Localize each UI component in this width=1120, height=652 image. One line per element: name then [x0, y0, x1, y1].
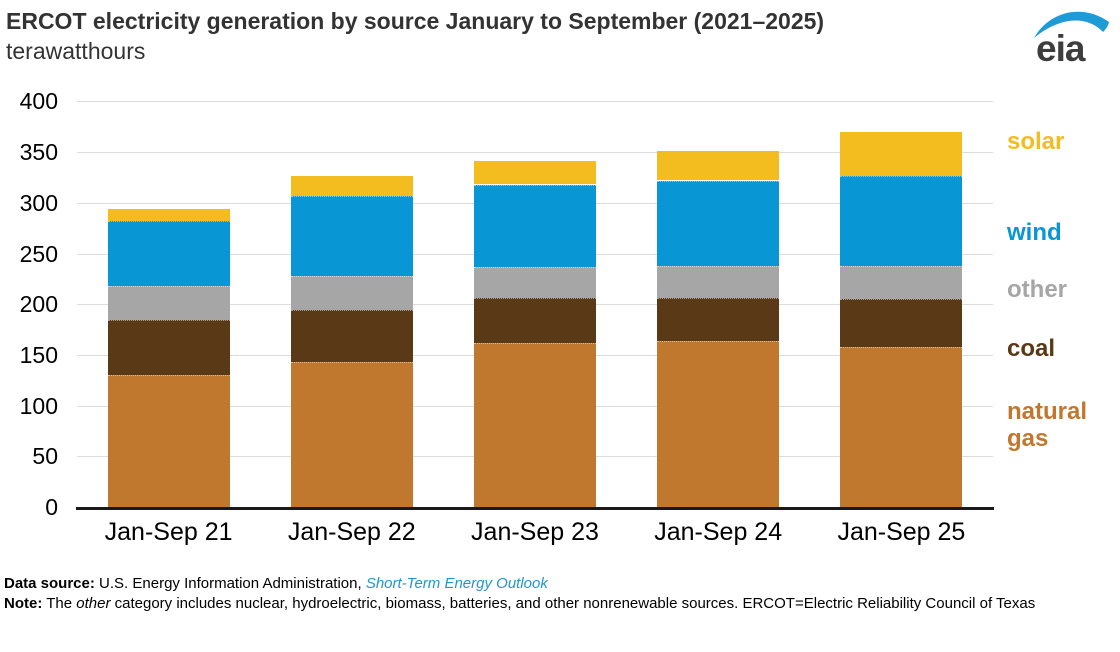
- x-axis-label: Jan-Sep 23: [471, 518, 599, 546]
- bar-segment-solar-5: [840, 131, 963, 177]
- gridline: [77, 101, 993, 103]
- bar-segment-other-4: [657, 265, 780, 299]
- data-source-line: Data source: U.S. Energy Information Adm…: [4, 574, 1116, 594]
- y-axis-tick-label: 350: [19, 139, 58, 166]
- note-text-italic: other: [76, 595, 111, 612]
- legend-label-solar: solar: [1007, 128, 1065, 155]
- y-axis-tick-label: 250: [19, 240, 58, 267]
- bar-segment-natural-gas-1: [107, 375, 230, 507]
- bar-segment-wind-5: [840, 176, 963, 266]
- bar-segment-natural-gas-2: [290, 362, 413, 507]
- eia-logo-swoosh-icon: [1034, 11, 1109, 38]
- y-axis-tick-label: 50: [32, 443, 58, 470]
- bar-segment-natural-gas-4: [657, 340, 780, 507]
- bar-segment-solar-4: [657, 151, 780, 181]
- bar-segment-other-5: [840, 265, 963, 300]
- legend-label-other: other: [1007, 276, 1067, 303]
- bar-segment-natural-gas-5: [840, 346, 963, 507]
- data-source-link[interactable]: Short-Term Energy Outlook: [365, 575, 548, 592]
- legend-label-natural-gas: natural gas: [1007, 398, 1088, 452]
- legend-label-coal: coal: [1007, 335, 1056, 362]
- x-axis-line: [76, 507, 994, 510]
- bar-segment-coal-1: [107, 320, 230, 376]
- bar-segment-wind-4: [657, 180, 780, 266]
- x-axis-label: Jan-Sep 24: [654, 518, 783, 546]
- data-source-label: Data source:: [4, 575, 95, 592]
- x-axis-label: Jan-Sep 22: [287, 518, 416, 546]
- chart-footer: Data source: U.S. Energy Information Adm…: [4, 574, 1116, 614]
- bar-segment-wind-1: [107, 221, 230, 286]
- y-axis-tick-label: 400: [19, 88, 58, 115]
- eia-logo: eia: [1032, 6, 1112, 72]
- bar-segment-coal-4: [657, 298, 780, 341]
- bar-segment-solar-1: [107, 208, 230, 222]
- bar-segment-other-2: [290, 275, 413, 311]
- chart-title: ERCOT electricity generation by source J…: [6, 8, 825, 34]
- x-axis-label: Jan-Sep 21: [104, 518, 233, 546]
- data-source-text: U.S. Energy Information Administration,: [94, 575, 366, 592]
- note-line: Note: The other category includes nuclea…: [4, 594, 1116, 614]
- note-label: Note:: [4, 595, 43, 612]
- gridline: [77, 152, 993, 154]
- y-axis-tick-label: 0: [45, 494, 58, 520]
- bar-segment-wind-3: [474, 184, 596, 267]
- x-axis-label: Jan-Sep 25: [837, 518, 966, 546]
- bar-segment-solar-3: [474, 161, 596, 185]
- bar-segment-coal-5: [840, 299, 963, 347]
- y-axis-tick-label: 300: [19, 189, 58, 216]
- bar-segment-other-1: [107, 285, 230, 321]
- bar-segment-coal-3: [474, 298, 596, 343]
- legend-label-wind: wind: [1007, 219, 1062, 246]
- note-text-post: category includes nuclear, hydroelectric…: [110, 595, 1036, 612]
- bar-segment-other-3: [474, 266, 596, 299]
- y-axis-tick-label: 150: [19, 341, 58, 368]
- chart-subtitle: terawatthours: [6, 38, 146, 64]
- note-text-pre: The: [42, 595, 77, 612]
- y-axis-tick-label: 100: [19, 392, 58, 419]
- eia-logo-text: eia: [1036, 28, 1085, 69]
- bar-segment-coal-2: [290, 310, 413, 362]
- bar-segment-solar-2: [290, 176, 413, 196]
- bar-segment-natural-gas-3: [474, 342, 596, 507]
- y-axis-tick-label: 200: [19, 291, 58, 318]
- bar-segment-wind-2: [290, 195, 413, 276]
